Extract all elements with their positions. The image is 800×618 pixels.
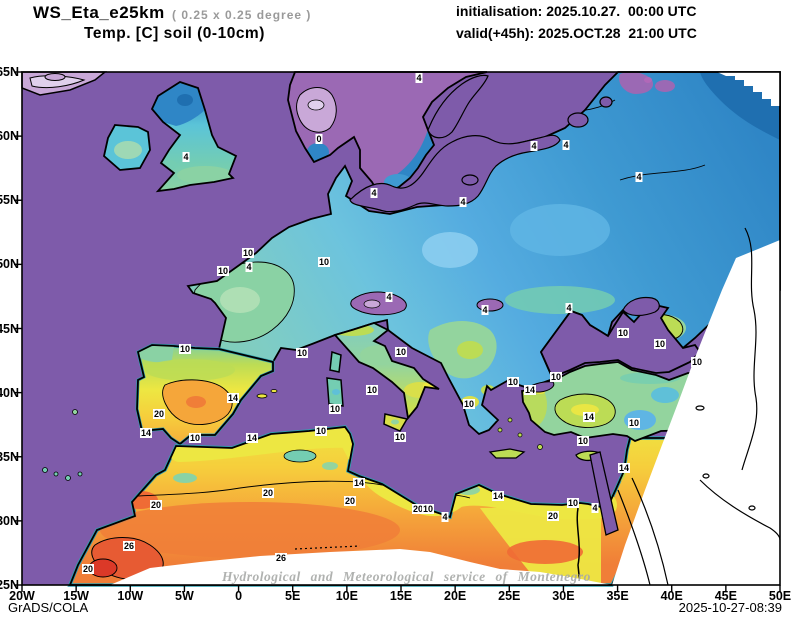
- europe-land: [187, 71, 781, 435]
- uk-land: [151, 81, 237, 192]
- watermark: Hydrological and Meteorological service …: [222, 569, 591, 584]
- baltic-sea: [349, 74, 613, 213]
- resolution-label: ( 0.25 x 0.25 degree ): [172, 8, 312, 22]
- outside-domain-mask: [110, 72, 780, 585]
- init-time-label: initialisation: 2025.10.27. 00:00 UTC: [456, 3, 697, 19]
- model-title: WS_Eta_e25km: [33, 3, 165, 22]
- creation-timestamp: 2025-10-27-08:39: [678, 600, 782, 615]
- outside-domain-coastlines: [617, 227, 781, 586]
- ireland-land: [103, 124, 151, 171]
- grads-credit: GrADS/COLA: [8, 600, 89, 615]
- black-sea: [539, 296, 702, 381]
- iberia-land: [135, 343, 275, 446]
- red-sea: [589, 451, 619, 536]
- valid-time-label: valid(+45h): 2025.OCT.28 21:00 UTC: [456, 25, 697, 41]
- variable-title: Temp. [C] soil (0-10cm): [84, 25, 265, 42]
- plot-frame: [14, 71, 781, 592]
